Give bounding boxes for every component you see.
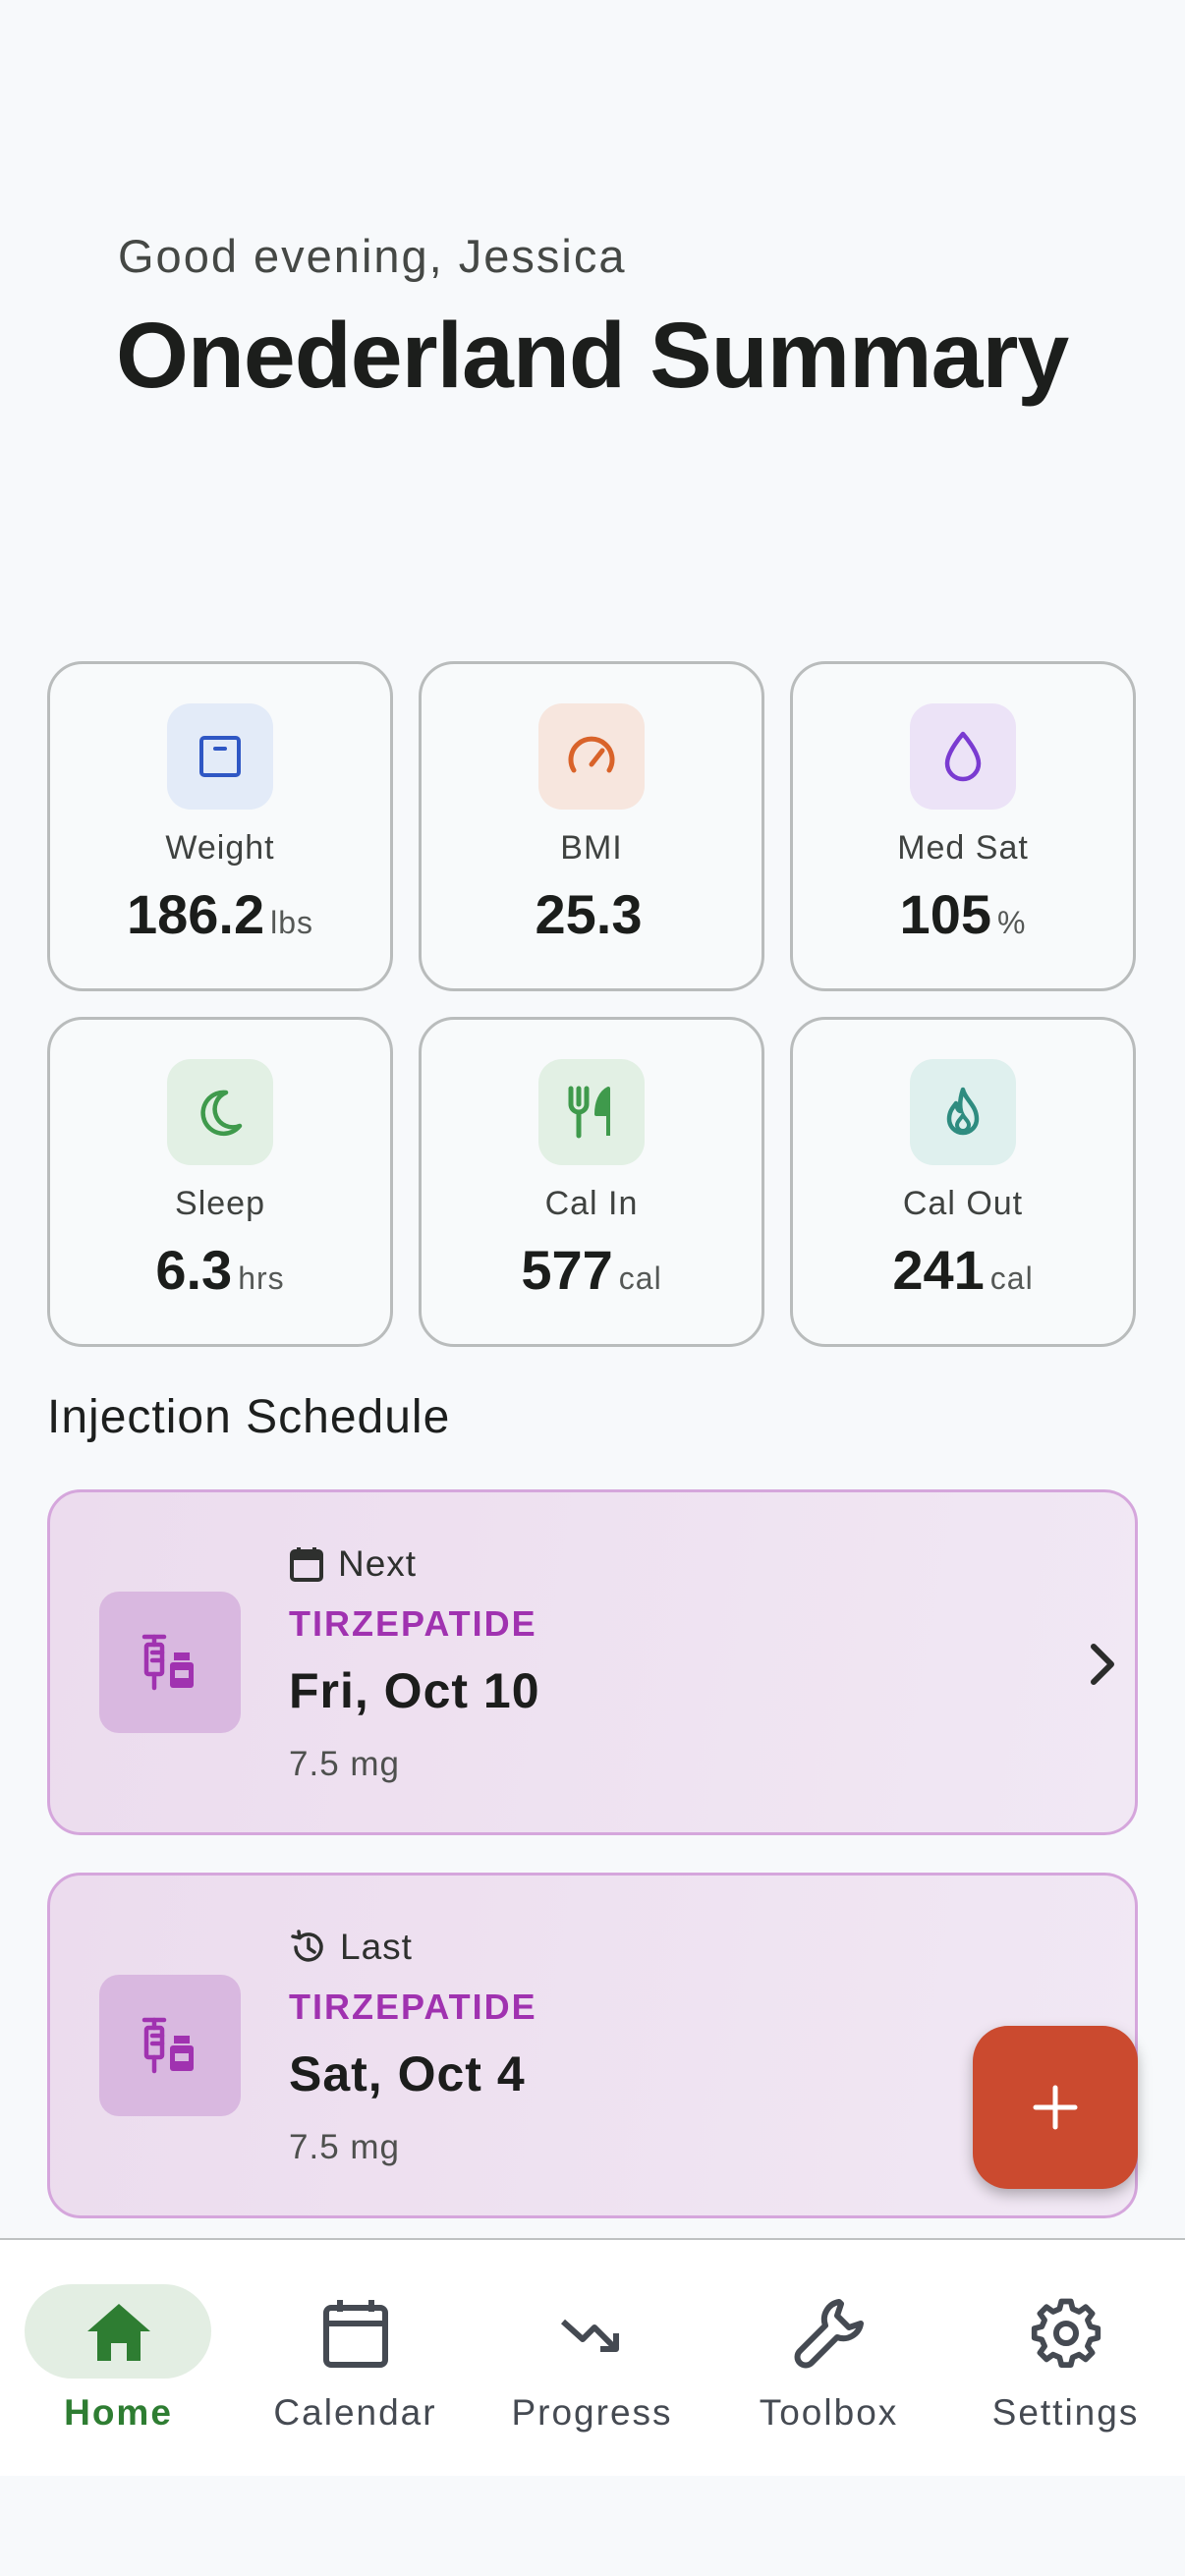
stat-unit: cal — [989, 1260, 1034, 1296]
stat-label: Cal Out — [902, 1185, 1024, 1222]
injection-tag: Last — [289, 1927, 413, 1968]
nav-label: Calendar — [273, 2392, 437, 2433]
nav-item-toolbox[interactable]: Toolbox — [710, 2240, 947, 2476]
injection-drug: TIRZEPATIDE — [289, 1603, 537, 1644]
plus-icon — [1033, 2085, 1078, 2130]
moon-icon — [167, 1059, 273, 1165]
stat-label: Med Sat — [897, 829, 1029, 867]
nav-label: Home — [64, 2392, 173, 2433]
gear-icon — [1031, 2298, 1100, 2368]
stat-unit: hrs — [238, 1260, 285, 1296]
nav-item-calendar[interactable]: Calendar — [237, 2240, 474, 2476]
fork-knife-icon — [538, 1059, 645, 1165]
stat-value: 241 cal — [892, 1239, 1034, 1301]
stat-card-weight[interactable]: Weight 186.2 lbs — [47, 661, 393, 991]
stat-card-cal-in[interactable]: Cal In 577 cal — [419, 1017, 764, 1347]
stat-value: 186.2 lbs — [126, 883, 314, 945]
stat-label: Sleep — [175, 1185, 265, 1222]
injection-date: Fri, Oct 10 — [289, 1663, 540, 1718]
stat-card-sleep[interactable]: Sleep 6.3 hrs — [47, 1017, 393, 1347]
stat-value: 25.3 — [535, 883, 643, 945]
nav-item-settings[interactable]: Settings — [947, 2240, 1184, 2476]
calendar-icon — [290, 1547, 323, 1582]
droplet-icon — [910, 703, 1016, 810]
nav-item-progress[interactable]: Progress — [474, 2240, 710, 2476]
injection-date: Sat, Oct 4 — [289, 2046, 526, 2101]
gauge-icon — [538, 703, 645, 810]
home-icon — [86, 2304, 150, 2361]
nav-label: Settings — [991, 2392, 1140, 2433]
last-injection-card[interactable]: Last TIRZEPATIDE Sat, Oct 4 7.5 mg — [47, 1873, 1138, 2218]
section-title-injection: Injection Schedule — [47, 1391, 451, 1443]
next-injection-card[interactable]: Next TIRZEPATIDE Fri, Oct 10 7.5 mg — [47, 1489, 1138, 1835]
stats-grid: Weight 186.2 lbs BMI 25.3 Med Sat 105% Sl… — [47, 661, 1138, 1347]
nav-label: Progress — [511, 2392, 673, 2433]
nav-item-home[interactable]: Home — [0, 2240, 237, 2476]
stat-card-med-sat[interactable]: Med Sat 105% — [790, 661, 1136, 991]
stat-value: 6.3 hrs — [155, 1239, 285, 1301]
chevron-right-icon[interactable] — [1082, 1637, 1121, 1692]
wrench-icon — [794, 2299, 864, 2369]
injection-dose: 7.5 mg — [289, 2128, 400, 2166]
stat-label: Cal In — [544, 1185, 639, 1222]
injection-drug: TIRZEPATIDE — [289, 1987, 537, 2027]
calendar-icon — [322, 2300, 388, 2368]
syringe-vial-icon — [99, 1592, 241, 1733]
bottom-nav: Home Calendar Progress Toolbox Settings — [0, 2238, 1185, 2476]
stat-value: 105% — [899, 883, 1027, 945]
stat-label: Weight — [165, 829, 275, 867]
stat-card-cal-out[interactable]: Cal Out 241 cal — [790, 1017, 1136, 1347]
greeting: Good evening, Jessica — [118, 230, 627, 282]
injection-tag: Next — [289, 1543, 417, 1585]
stat-label: BMI — [560, 829, 623, 867]
page-title: Onederland Summary — [116, 304, 1069, 408]
trending-down-icon — [560, 2319, 619, 2352]
injection-dose: 7.5 mg — [289, 1745, 400, 1783]
syringe-vial-icon — [99, 1975, 241, 2116]
stat-card-bmi[interactable]: BMI 25.3 — [419, 661, 764, 991]
nav-label: Toolbox — [759, 2392, 899, 2433]
flame-icon — [910, 1059, 1016, 1165]
stat-value: 577 cal — [521, 1239, 662, 1301]
add-fab-button[interactable] — [973, 2026, 1138, 2189]
stat-unit: % — [996, 905, 1027, 940]
stat-unit: cal — [618, 1260, 662, 1296]
history-icon — [291, 1930, 323, 1962]
stat-unit: lbs — [270, 905, 314, 940]
scale-icon — [167, 703, 273, 810]
